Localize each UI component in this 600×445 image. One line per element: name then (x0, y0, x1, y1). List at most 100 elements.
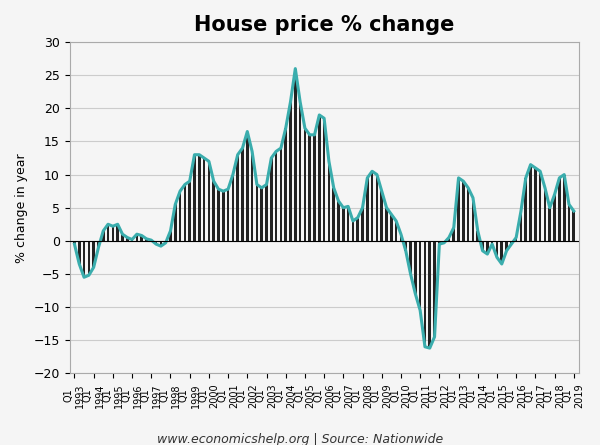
Bar (193, 155, 196, 241)
Bar (520, 211, 522, 241)
Bar (179, 191, 181, 241)
Bar (222, 191, 224, 241)
Bar (174, 204, 176, 241)
Bar (380, 191, 383, 241)
Bar (188, 181, 191, 241)
Bar (212, 181, 215, 241)
Bar (510, 241, 512, 244)
Bar (356, 218, 359, 241)
Bar (342, 208, 344, 241)
Bar (539, 171, 541, 241)
Bar (155, 241, 157, 244)
Bar (481, 241, 484, 251)
Bar (529, 165, 532, 241)
Y-axis label: % change in year: % change in year (15, 153, 28, 263)
Bar (308, 135, 311, 241)
Bar (289, 102, 292, 241)
Bar (452, 227, 455, 241)
Bar (121, 234, 124, 241)
Bar (116, 224, 119, 241)
Bar (337, 201, 340, 241)
Bar (390, 214, 392, 241)
Bar (140, 235, 143, 241)
Bar (275, 151, 277, 241)
Bar (572, 211, 575, 241)
Bar (467, 188, 469, 241)
Bar (352, 221, 354, 241)
Bar (256, 185, 258, 241)
Bar (323, 118, 325, 241)
Bar (428, 241, 431, 348)
Bar (505, 241, 508, 251)
Bar (236, 155, 239, 241)
Bar (304, 128, 306, 241)
Bar (433, 241, 436, 337)
Bar (486, 241, 488, 254)
Bar (73, 241, 76, 244)
Bar (395, 221, 397, 241)
Bar (88, 241, 90, 275)
Bar (131, 239, 133, 241)
Bar (409, 241, 412, 274)
Bar (424, 241, 426, 347)
Bar (443, 241, 445, 243)
Bar (150, 240, 152, 241)
Bar (265, 185, 268, 241)
Bar (318, 115, 320, 241)
Bar (270, 158, 272, 241)
Bar (164, 241, 167, 243)
Bar (313, 135, 316, 241)
Bar (251, 151, 253, 241)
Bar (232, 174, 234, 241)
Bar (332, 188, 335, 241)
Bar (462, 181, 464, 241)
Bar (524, 178, 527, 241)
Text: www.economicshelp.org | Source: Nationwide: www.economicshelp.org | Source: Nationwi… (157, 433, 443, 445)
Bar (376, 174, 378, 241)
Bar (203, 158, 205, 241)
Bar (83, 241, 85, 277)
Bar (136, 234, 138, 241)
Bar (366, 178, 368, 241)
Bar (400, 234, 402, 241)
Bar (112, 226, 114, 241)
Title: House price % change: House price % change (194, 15, 454, 35)
Bar (102, 231, 104, 241)
Bar (227, 189, 229, 241)
Bar (107, 224, 109, 241)
Bar (241, 148, 244, 241)
Bar (280, 148, 282, 241)
Bar (299, 102, 301, 241)
Bar (457, 178, 460, 241)
Bar (385, 208, 388, 241)
Bar (246, 132, 248, 241)
Bar (371, 171, 373, 241)
Bar (553, 194, 556, 241)
Bar (448, 238, 450, 241)
Bar (534, 168, 536, 241)
Bar (558, 178, 561, 241)
Bar (491, 241, 493, 244)
Bar (361, 208, 364, 241)
Bar (208, 162, 210, 241)
Bar (328, 162, 330, 241)
Bar (414, 241, 416, 294)
Bar (548, 208, 551, 241)
Bar (496, 241, 498, 257)
Bar (160, 241, 162, 246)
Bar (169, 231, 172, 241)
Bar (347, 206, 349, 241)
Bar (145, 239, 148, 241)
Bar (476, 231, 479, 241)
Bar (515, 238, 517, 241)
Bar (438, 241, 440, 244)
Bar (78, 241, 80, 264)
Bar (404, 241, 407, 251)
Bar (294, 69, 296, 241)
Bar (126, 238, 128, 241)
Bar (472, 198, 474, 241)
Bar (217, 189, 220, 241)
Bar (419, 241, 421, 310)
Bar (260, 188, 263, 241)
Bar (568, 204, 571, 241)
